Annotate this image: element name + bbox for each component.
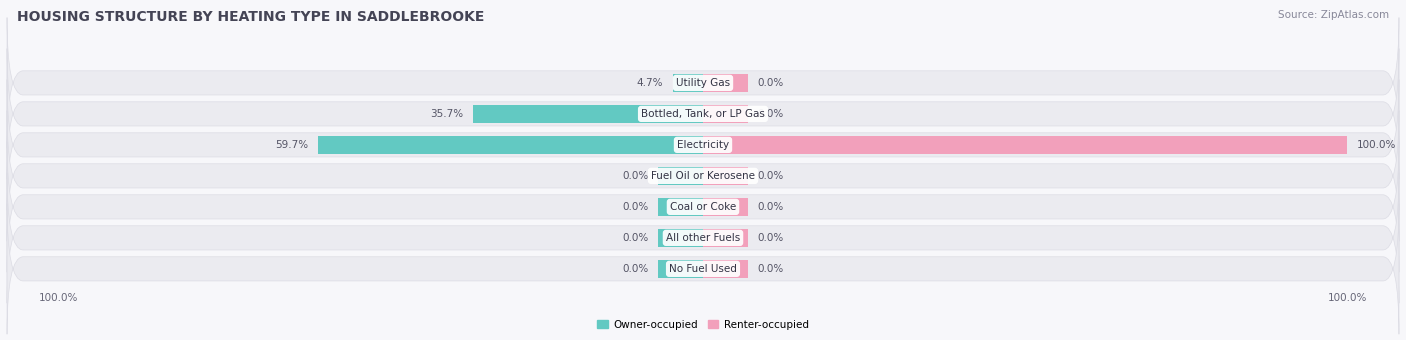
Bar [703, 229, 748, 247]
FancyBboxPatch shape [7, 49, 1399, 179]
Text: All other Fuels: All other Fuels [666, 233, 740, 243]
FancyBboxPatch shape [7, 172, 1399, 303]
Text: 0.0%: 0.0% [758, 171, 785, 181]
Text: 4.7%: 4.7% [637, 78, 664, 88]
Bar [703, 167, 748, 185]
Text: 100.0%: 100.0% [1357, 140, 1396, 150]
Bar [658, 229, 703, 247]
Text: Source: ZipAtlas.com: Source: ZipAtlas.com [1278, 10, 1389, 20]
Text: 0.0%: 0.0% [758, 264, 785, 274]
FancyBboxPatch shape [7, 203, 1399, 334]
Bar [672, 74, 703, 92]
FancyBboxPatch shape [7, 17, 1399, 148]
FancyBboxPatch shape [7, 80, 1399, 210]
Bar [703, 74, 748, 92]
Bar [703, 136, 1347, 154]
FancyBboxPatch shape [7, 141, 1399, 272]
Text: 35.7%: 35.7% [430, 109, 464, 119]
Text: Electricity: Electricity [676, 140, 730, 150]
Text: 0.0%: 0.0% [621, 202, 648, 212]
Text: Bottled, Tank, or LP Gas: Bottled, Tank, or LP Gas [641, 109, 765, 119]
Text: 0.0%: 0.0% [758, 78, 785, 88]
Text: 0.0%: 0.0% [758, 233, 785, 243]
Bar [658, 260, 703, 278]
Text: HOUSING STRUCTURE BY HEATING TYPE IN SADDLEBROOKE: HOUSING STRUCTURE BY HEATING TYPE IN SAD… [17, 10, 484, 24]
Text: 0.0%: 0.0% [758, 202, 785, 212]
FancyBboxPatch shape [7, 110, 1399, 241]
Text: Fuel Oil or Kerosene: Fuel Oil or Kerosene [651, 171, 755, 181]
Bar [472, 105, 703, 123]
Bar [703, 260, 748, 278]
Bar [318, 136, 703, 154]
Text: No Fuel Used: No Fuel Used [669, 264, 737, 274]
Text: 0.0%: 0.0% [621, 233, 648, 243]
Text: Coal or Coke: Coal or Coke [669, 202, 737, 212]
Bar [658, 167, 703, 185]
Text: 0.0%: 0.0% [621, 264, 648, 274]
Text: 59.7%: 59.7% [276, 140, 308, 150]
Text: 0.0%: 0.0% [621, 171, 648, 181]
Text: 0.0%: 0.0% [758, 109, 785, 119]
Bar [703, 198, 748, 216]
Legend: Owner-occupied, Renter-occupied: Owner-occupied, Renter-occupied [593, 316, 813, 334]
Text: Utility Gas: Utility Gas [676, 78, 730, 88]
Bar [658, 198, 703, 216]
Bar [703, 105, 748, 123]
